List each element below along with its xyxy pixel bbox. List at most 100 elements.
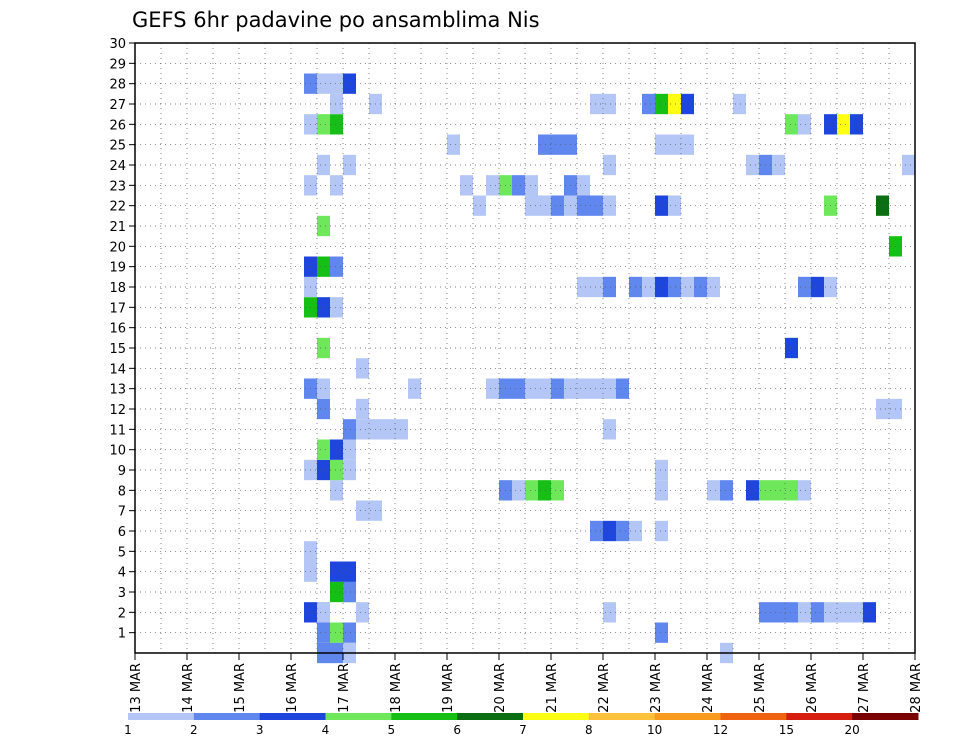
precip-cell [317,622,330,643]
colorbar-label: 7 [519,723,527,737]
precip-cell [330,256,343,277]
precip-cell [343,581,356,603]
colorbar-segment [391,713,458,720]
x-tick-label: 23 MAR [649,663,664,713]
precip-cell [733,93,746,115]
y-tick-label: 1 [118,627,126,642]
y-tick-label: 24 [109,159,126,174]
x-tick-label: 25 MAR [753,663,768,713]
grid-layer [135,43,915,653]
y-tick-label: 5 [118,545,126,560]
colorbar-segment [128,713,195,720]
precip-cell [655,93,668,115]
precip-cell [759,480,798,501]
colorbar-label: 1 [124,723,132,737]
precip-cell [343,154,356,176]
precip-cell [343,419,356,440]
precip-cell [317,378,330,399]
precip-cell [785,114,798,135]
y-tick-label: 17 [109,301,126,316]
colorbar: 1 2 3 4 5 6 7 8 10 12 15 20 [124,713,919,737]
y-tick-label: 28 [109,78,126,93]
colorbar-label: 10 [647,723,662,737]
colorbar-label: 8 [585,723,593,737]
x-tick-label: 24 MAR [701,663,716,713]
precip-cell [317,337,330,359]
colorbar-label: 2 [190,723,198,737]
precip-cell [603,602,616,623]
precip-cell [317,215,330,237]
precip-cell [330,459,343,481]
precip-cell [603,520,616,542]
precip-cell [902,154,915,176]
precip-cell [330,93,343,115]
colorbar-segment [325,713,392,720]
colorbar-segment [654,713,721,720]
precip-cell [317,297,330,318]
colorbar-segment [457,713,524,720]
colorbar-segment [786,713,853,720]
y-tick-label: 10 [109,444,126,459]
precip-cell [707,276,720,298]
y-tick-label: 3 [118,586,126,601]
y-tick-label: 9 [118,464,126,479]
precip-cell [746,480,759,501]
precip-cell [798,602,811,623]
x-tick-label: 22 MAR [597,663,612,713]
y-tick-label: 12 [109,403,126,418]
precip-cell [343,73,356,94]
precip-cell [356,500,382,521]
precip-cell [473,195,486,216]
y-tick-label: 21 [109,220,126,235]
precip-cell [343,439,356,460]
precip-cell [525,480,538,501]
x-tick-label: 15 MAR [233,663,248,713]
precip-cell [330,297,343,318]
precip-cell [447,134,460,155]
precip-cell [512,175,525,196]
y-tick-label: 30 [109,37,126,52]
precip-cell [330,622,343,643]
precip-cell [356,419,408,440]
y-tick-label: 22 [109,200,126,215]
y-tick-label: 11 [109,423,126,438]
precip-cell [551,195,564,216]
y-tick-label: 4 [118,566,126,581]
precip-cell [759,602,798,623]
x-tick-label: 18 MAR [389,663,404,713]
precip-cell [330,175,343,196]
x-axis: 13 MAR 14 MAR 15 MAR 16 MAR 17 MAR 18 MAR 19 M… [129,653,924,713]
precip-cell [330,561,356,582]
x-tick-label: 17 MAR [337,663,352,713]
precip-cell [876,195,889,216]
precip-cell [616,378,629,399]
precip-cell [486,378,499,399]
colorbar-label: 3 [256,723,264,737]
precip-cell [655,195,668,216]
y-tick-label: 2 [118,606,126,621]
colorbar-segment [852,713,919,720]
x-tick-label: 13 MAR [129,663,144,713]
precip-cell [850,114,863,135]
precip-cell [408,378,421,399]
colorbar-segment [523,713,590,720]
y-tick-label: 27 [109,98,126,113]
chart-title: GEFS 6hr padavine po ansamblima Nis [132,8,540,32]
precip-cell [317,114,330,135]
precip-cell [538,134,577,155]
precip-cell [642,276,655,298]
precip-cell [330,480,343,501]
precip-cell [655,459,668,481]
y-tick-label: 25 [109,139,126,154]
precip-cell [512,480,525,501]
precip-cell [811,276,824,298]
precip-cell [642,93,655,115]
colorbar-segment [259,713,326,720]
y-tick-label: 15 [109,342,126,357]
precip-cell [317,459,330,481]
x-tick-label: 26 MAR [805,663,820,713]
y-tick-label: 8 [118,484,126,499]
precip-cell [317,439,330,460]
y-tick-label: 16 [109,322,126,337]
